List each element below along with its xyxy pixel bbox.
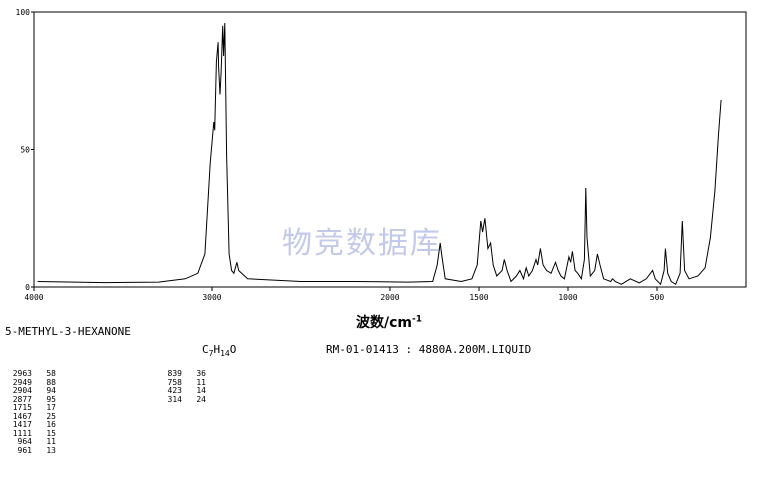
peak-row: 314 24 bbox=[160, 394, 206, 405]
x-tick-label: 4000 bbox=[24, 293, 43, 302]
peak-wavenumber: 961 bbox=[17, 445, 32, 455]
peak-wavenumber: 2963 bbox=[12, 369, 32, 378]
peak-wavenumber: 2904 bbox=[12, 386, 32, 395]
watermark: 物竞数据库 bbox=[282, 226, 442, 261]
peak-row: 2904 94 bbox=[10, 386, 56, 396]
peak-wavenumber: 1715 bbox=[12, 403, 32, 412]
peak-transmittance: 15 bbox=[46, 428, 56, 438]
peak-wavenumber: 1417 bbox=[12, 420, 32, 429]
peak-row: 2949 88 bbox=[10, 377, 56, 388]
x-axis-ticks: 4000 3000 2000 1500 1000 500 bbox=[24, 287, 664, 302]
y-tick-label: 50 bbox=[20, 146, 30, 155]
peak-table-column-1: 2963 58 2949 88 2904 94 2877 95 1715 17 1467 25 1417… bbox=[10, 369, 56, 456]
peak-transmittance: 24 bbox=[196, 394, 206, 404]
peak-transmittance: 16 bbox=[46, 420, 56, 429]
peak-transmittance: 95 bbox=[46, 394, 56, 404]
spectrum-chart: 4000 3000 2000 1500 1000 500 0 50 100 bbox=[16, 8, 747, 302]
x-tick-label: 1000 bbox=[558, 293, 577, 302]
peak-wavenumber: 423 bbox=[167, 386, 182, 395]
compound-name: 5-METHYL-3-HEXANONE bbox=[5, 325, 131, 338]
peak-row: 1467 25 bbox=[10, 411, 56, 422]
y-axis-ticks: 0 50 100 bbox=[16, 8, 34, 292]
peak-wavenumber: 2877 bbox=[12, 394, 32, 404]
peak-transmittance: 94 bbox=[46, 386, 56, 395]
x-tick-label: 500 bbox=[650, 293, 665, 302]
peak-transmittance: 36 bbox=[196, 369, 206, 378]
x-axis-label: 波数/cm-1 bbox=[356, 312, 422, 332]
peak-wavenumber: 839 bbox=[167, 369, 182, 378]
peak-transmittance: 58 bbox=[46, 369, 56, 378]
x-tick-label: 3000 bbox=[202, 293, 221, 302]
y-tick-label: 100 bbox=[16, 8, 31, 17]
x-tick-label: 2000 bbox=[380, 293, 399, 302]
peak-row: 1111 15 bbox=[10, 428, 56, 439]
x-axis-label-text: 波数/cm bbox=[356, 315, 412, 331]
spectrum-series-line bbox=[37, 22, 722, 286]
formula-carbon: C bbox=[202, 343, 209, 356]
x-axis-label-exponent: -1 bbox=[412, 314, 422, 325]
y-tick-label: 0 bbox=[25, 283, 30, 292]
peak-row: 1715 17 bbox=[10, 403, 56, 413]
peak-row: 839 36 bbox=[160, 369, 206, 379]
peak-row: 964 11 bbox=[10, 437, 56, 447]
reference-info: RM-01-01413 : 4880A.200M.LIQUID bbox=[326, 343, 532, 356]
peak-row: 2963 58 bbox=[10, 369, 56, 379]
formula-carbon-count: 7 bbox=[208, 349, 214, 359]
peak-wavenumber: 1111 bbox=[12, 428, 32, 438]
peak-row: 758 11 bbox=[160, 377, 206, 388]
peak-row: 423 14 bbox=[160, 386, 206, 396]
peak-transmittance: 11 bbox=[196, 377, 206, 387]
peak-row: 2877 95 bbox=[10, 394, 56, 405]
peak-transmittance: 25 bbox=[46, 411, 56, 421]
peak-transmittance: 14 bbox=[196, 386, 206, 395]
peak-transmittance: 88 bbox=[46, 377, 56, 387]
molecular-formula: C7H14O bbox=[202, 343, 236, 358]
formula-hydrogen: H bbox=[213, 343, 221, 356]
peak-wavenumber: 2949 bbox=[12, 377, 32, 387]
peak-table-column-2: 839 36 758 11 423 14 314 24 bbox=[160, 369, 206, 405]
x-tick-label: 1500 bbox=[469, 293, 488, 302]
peak-wavenumber: 758 bbox=[167, 377, 182, 387]
peak-wavenumber: 1467 bbox=[12, 411, 32, 421]
peak-row: 1417 16 bbox=[10, 420, 56, 430]
formula-oxygen: O bbox=[229, 343, 237, 356]
peak-wavenumber: 964 bbox=[17, 437, 32, 446]
peak-transmittance: 13 bbox=[46, 445, 56, 455]
peak-transmittance: 17 bbox=[46, 403, 56, 412]
peak-wavenumber: 314 bbox=[167, 394, 182, 404]
peak-row: 961 13 bbox=[10, 445, 56, 456]
formula-hydrogen-count: 14 bbox=[220, 349, 230, 359]
peak-transmittance: 11 bbox=[46, 437, 56, 446]
